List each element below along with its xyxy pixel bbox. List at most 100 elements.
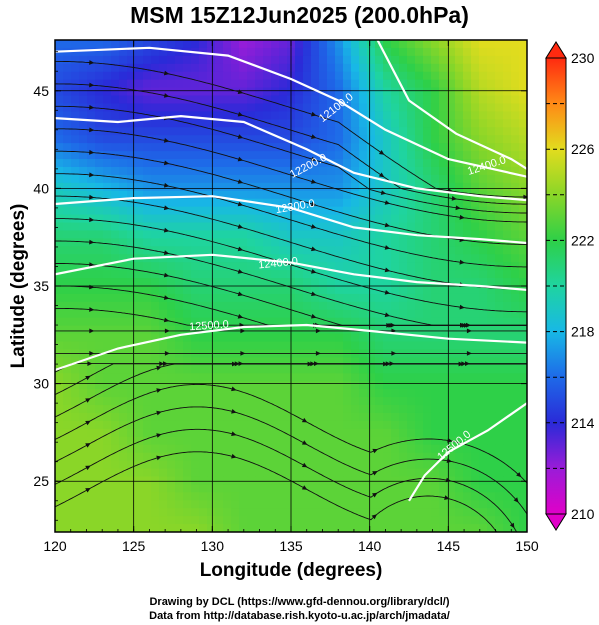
- field-cell: [111, 325, 120, 335]
- field-cell: [143, 262, 152, 271]
- streamline-arrow: [231, 431, 237, 436]
- field-cell: [135, 444, 144, 454]
- field-cell: [55, 286, 64, 295]
- field-cell: [311, 309, 320, 319]
- field-cell: [103, 198, 112, 208]
- field-cell: [159, 278, 168, 287]
- field-cell: [215, 484, 224, 493]
- field-cell: [127, 333, 136, 343]
- field-cell: [511, 246, 520, 255]
- field-cell: [71, 103, 80, 113]
- field-cell: [71, 47, 80, 57]
- field-cell: [111, 238, 120, 247]
- field-cell: [407, 365, 416, 374]
- field-cell: [463, 238, 472, 247]
- field-cell: [135, 397, 144, 406]
- field-cell: [175, 198, 184, 208]
- field-cell: [239, 174, 248, 184]
- field-cell: [479, 214, 488, 224]
- field-cell: [231, 428, 240, 438]
- field-cell: [367, 143, 376, 152]
- field-cell: [79, 412, 88, 422]
- field-cell: [495, 492, 504, 501]
- field-cell: [391, 325, 400, 335]
- field-cell: [399, 262, 408, 271]
- colorbar-tick-label: 222: [571, 232, 595, 248]
- field-cell: [223, 333, 232, 343]
- field-cell: [311, 484, 320, 493]
- field-cell: [511, 484, 520, 493]
- field-cell: [71, 182, 80, 192]
- field-cell: [463, 389, 472, 398]
- field-cell: [399, 468, 408, 478]
- field-cell: [111, 103, 120, 113]
- field-cell: [143, 405, 152, 414]
- field-cell: [263, 301, 272, 311]
- field-cell: [103, 230, 112, 239]
- field-cell: [303, 436, 312, 446]
- field-cell: [95, 95, 104, 105]
- field-cell: [175, 484, 184, 493]
- field-cell: [487, 484, 496, 493]
- field-cell: [223, 365, 232, 374]
- field-cell: [71, 508, 80, 517]
- field-cell: [151, 135, 160, 144]
- field-cell: [223, 293, 232, 303]
- field-cell: [119, 508, 128, 517]
- field-cell: [319, 444, 328, 454]
- field-cell: [231, 381, 240, 390]
- field-cell: [247, 190, 256, 200]
- field-cell: [119, 524, 128, 532]
- field-cell: [511, 309, 520, 319]
- field-cell: [343, 254, 352, 263]
- field-cell: [295, 516, 304, 525]
- field-cell: [231, 286, 240, 295]
- field-cell: [463, 198, 472, 208]
- field-cell: [295, 262, 304, 271]
- field-cell: [335, 341, 344, 351]
- field-cell: [399, 492, 408, 501]
- field-cell: [71, 270, 80, 279]
- field-cell: [71, 135, 80, 144]
- streamline-arrow: [459, 214, 465, 220]
- field-cell: [383, 516, 392, 525]
- field-cell: [303, 365, 312, 374]
- field-cell: [319, 389, 328, 398]
- field-cell: [79, 111, 88, 120]
- field-cell: [343, 301, 352, 311]
- field-cell: [143, 325, 152, 335]
- field-cell: [263, 79, 272, 89]
- field-cell: [175, 182, 184, 192]
- field-cell: [119, 254, 128, 263]
- field-cell: [471, 452, 480, 462]
- field-cell: [199, 468, 208, 478]
- field-cell: [95, 373, 104, 382]
- field-cell: [239, 40, 248, 49]
- field-cell: [79, 214, 88, 224]
- field-cell: [239, 278, 248, 287]
- field-cell: [319, 254, 328, 263]
- field-cell: [303, 143, 312, 152]
- field-cell: [375, 428, 384, 438]
- field-cell: [167, 468, 176, 478]
- field-cell: [55, 381, 64, 390]
- field-cell: [471, 389, 480, 398]
- field-cell: [103, 71, 112, 81]
- field-cell: [151, 452, 160, 462]
- field-cell: [199, 174, 208, 184]
- field-cell: [183, 500, 192, 509]
- field-cell: [207, 389, 216, 398]
- field-cell: [255, 47, 264, 57]
- field-cell: [495, 71, 504, 81]
- field-cell: [231, 500, 240, 509]
- field-cell: [487, 341, 496, 351]
- field-cell: [311, 254, 320, 263]
- field-cell: [495, 246, 504, 255]
- field-cell: [215, 516, 224, 525]
- field-cell: [327, 389, 336, 398]
- field-cell: [135, 214, 144, 224]
- field-cell: [55, 508, 64, 517]
- field-cell: [471, 143, 480, 152]
- field-cell: [55, 262, 64, 271]
- field-cell: [479, 262, 488, 271]
